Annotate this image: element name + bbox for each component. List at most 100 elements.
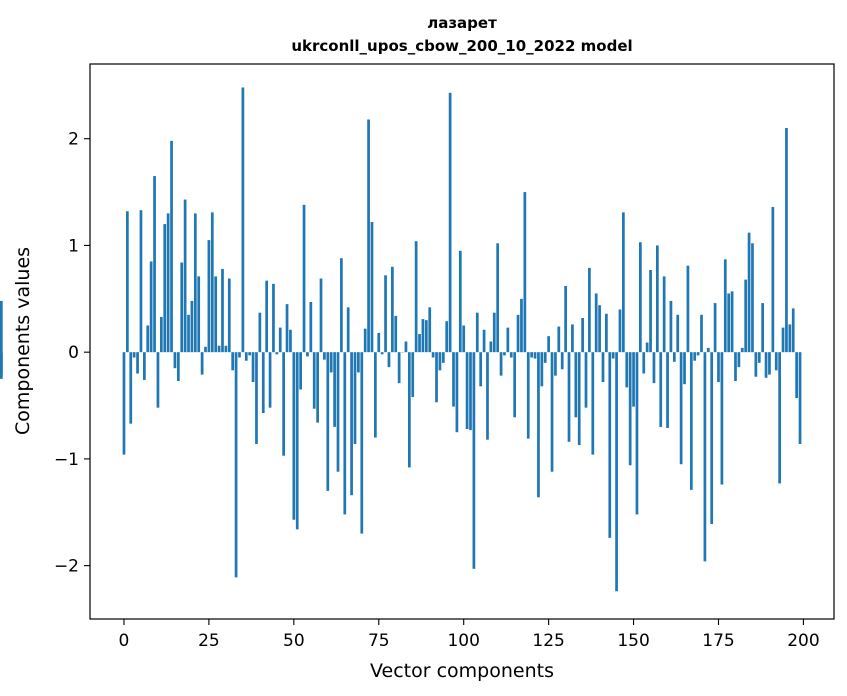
bar (689, 352, 693, 490)
bar (679, 352, 683, 465)
bar (700, 314, 703, 353)
bar (316, 352, 319, 423)
bar (207, 240, 211, 353)
bar (244, 352, 248, 361)
bar (183, 199, 187, 353)
bar (686, 265, 690, 353)
x-tick-label: 125 (532, 631, 564, 651)
bar (486, 352, 489, 440)
bar (272, 283, 275, 353)
bar (666, 352, 669, 428)
bar (798, 352, 802, 444)
bar (350, 352, 353, 496)
bar (329, 352, 333, 373)
bar (683, 352, 686, 385)
bar (455, 352, 459, 433)
bar (492, 312, 496, 353)
bar (791, 308, 795, 353)
x-tick-label: 175 (702, 631, 734, 651)
y-tick-label: 2 (68, 130, 79, 150)
bar (367, 119, 370, 353)
bar (136, 352, 139, 374)
bar (153, 176, 156, 353)
x-tick-label: 100 (447, 631, 479, 651)
bar (149, 261, 153, 353)
bar (761, 303, 765, 353)
bar (639, 242, 642, 353)
y-axis-label: Components values (12, 247, 34, 435)
bar (550, 352, 554, 472)
bar (126, 211, 129, 353)
bar (771, 207, 775, 353)
bar (231, 352, 235, 371)
bar (234, 352, 238, 578)
bar (754, 352, 758, 377)
bar (323, 352, 326, 360)
bar (489, 341, 493, 353)
bar (526, 352, 530, 439)
bar (764, 352, 768, 378)
bar (601, 352, 605, 383)
bar (611, 352, 615, 359)
bar (424, 320, 428, 353)
bar (289, 329, 292, 353)
bar (788, 324, 792, 353)
bar (774, 352, 778, 371)
bar (394, 315, 398, 353)
bar (448, 92, 452, 353)
bar (187, 314, 190, 353)
bar (751, 243, 754, 353)
x-axis-label: Vector components (370, 660, 554, 682)
bar (506, 327, 510, 353)
bar (669, 300, 673, 353)
bar (302, 204, 306, 353)
bar (479, 352, 483, 387)
bar (193, 213, 197, 353)
bar (458, 250, 462, 353)
bar (605, 313, 608, 353)
bar (693, 352, 697, 361)
bar (727, 293, 731, 353)
bar (336, 352, 340, 472)
bar (655, 245, 659, 353)
bar (441, 352, 445, 363)
bar (785, 128, 788, 353)
bar (360, 352, 364, 534)
bar (778, 352, 781, 484)
bar (418, 334, 421, 353)
bar (744, 279, 748, 353)
bar (757, 352, 761, 363)
bar (197, 276, 201, 353)
bar (146, 325, 150, 353)
bar (227, 278, 231, 353)
bar (475, 312, 479, 353)
bar (445, 321, 449, 353)
bar (696, 352, 700, 356)
bar (122, 352, 126, 455)
bar (730, 291, 734, 353)
chart-title-line1: лазарет (427, 14, 497, 32)
bar (180, 262, 184, 353)
bar (319, 278, 323, 353)
y-tick-label: −1 (54, 450, 79, 470)
bar (632, 352, 635, 407)
bar (469, 352, 472, 431)
bar (649, 269, 652, 353)
bar (414, 241, 418, 353)
bar (278, 327, 282, 353)
y-axis-ticks: −2 −1 0 1 2 (54, 130, 90, 577)
bar (557, 326, 561, 353)
bar (156, 352, 160, 408)
bar (282, 352, 285, 456)
bar (397, 352, 401, 384)
bar (295, 352, 299, 530)
bar (628, 352, 632, 466)
bar (132, 352, 136, 358)
bar (584, 352, 588, 408)
bar (357, 352, 360, 373)
x-tick-label: 25 (198, 631, 220, 651)
bar (214, 276, 218, 353)
x-tick-label: 75 (368, 631, 390, 651)
bar (581, 318, 584, 353)
